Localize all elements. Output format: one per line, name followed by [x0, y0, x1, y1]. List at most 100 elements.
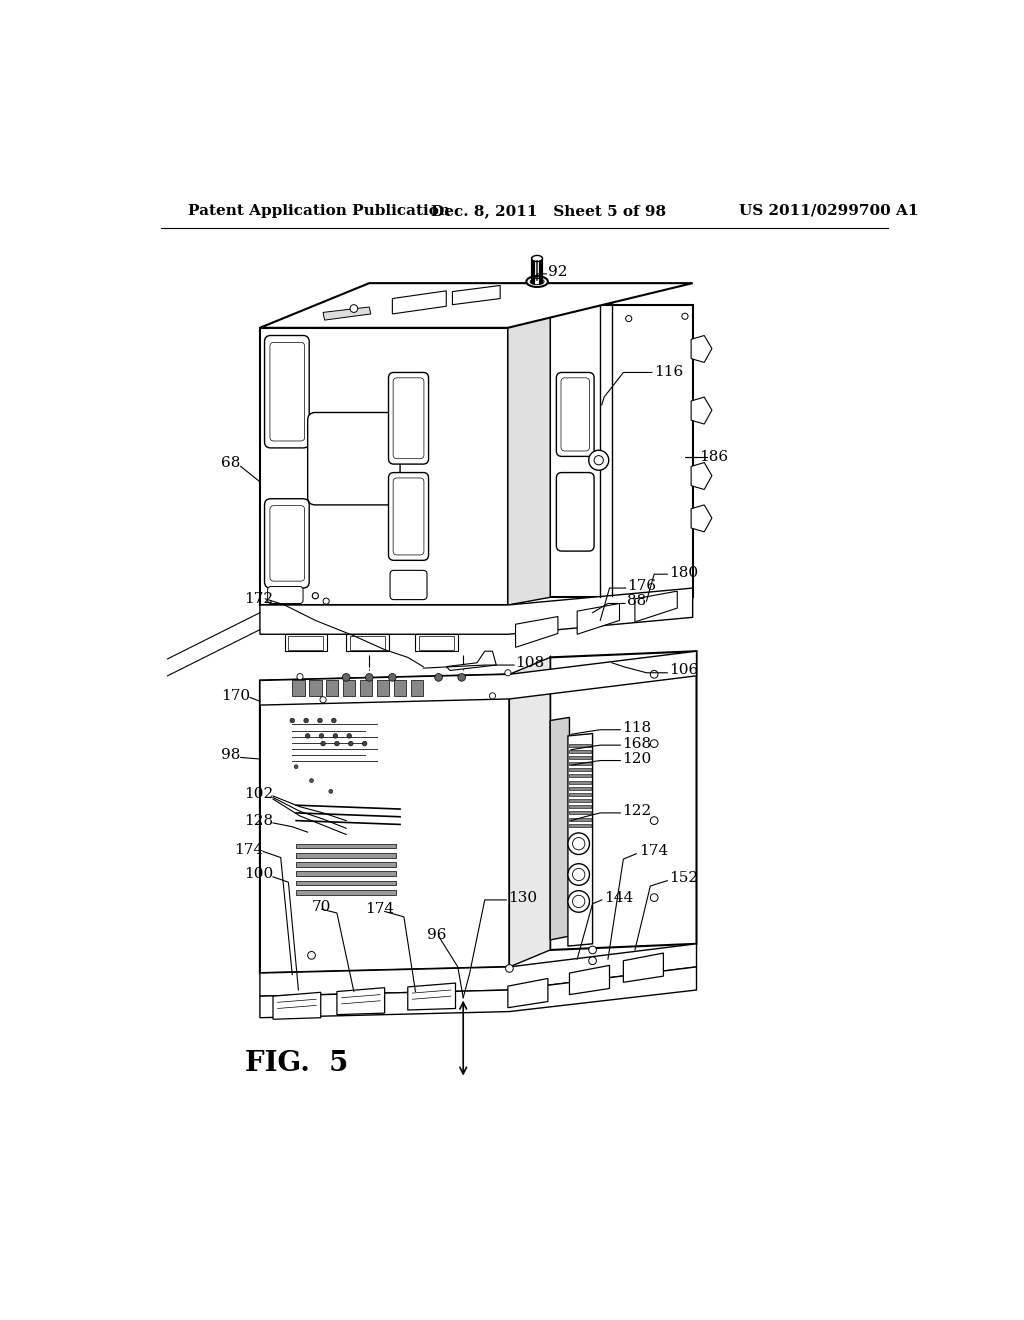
Polygon shape [453, 285, 500, 305]
Polygon shape [691, 506, 712, 532]
Circle shape [650, 817, 658, 825]
Circle shape [333, 734, 338, 738]
Circle shape [568, 833, 590, 854]
Bar [296, 862, 396, 867]
Text: 130: 130 [508, 891, 537, 904]
Circle shape [350, 305, 357, 313]
Circle shape [317, 718, 323, 723]
Polygon shape [260, 651, 696, 705]
Bar [296, 880, 396, 886]
Polygon shape [509, 657, 550, 966]
Text: 116: 116 [654, 366, 683, 379]
Circle shape [506, 965, 513, 973]
Polygon shape [392, 290, 446, 314]
Circle shape [568, 891, 590, 912]
Text: 106: 106 [670, 664, 698, 677]
Bar [569, 805, 591, 808]
Polygon shape [323, 308, 371, 321]
Ellipse shape [531, 256, 543, 261]
Text: 180: 180 [670, 566, 698, 579]
Polygon shape [635, 591, 677, 622]
Bar [296, 871, 396, 876]
Circle shape [568, 863, 590, 886]
FancyBboxPatch shape [307, 412, 400, 506]
Circle shape [312, 593, 318, 599]
Bar [569, 762, 591, 766]
Text: 186: 186 [698, 450, 728, 465]
Circle shape [348, 742, 353, 746]
Polygon shape [285, 635, 327, 651]
Polygon shape [260, 327, 508, 605]
Text: 100: 100 [245, 867, 273, 882]
Bar [296, 853, 396, 858]
Polygon shape [260, 675, 509, 973]
Polygon shape [508, 305, 550, 605]
FancyBboxPatch shape [267, 586, 303, 603]
Bar [377, 681, 389, 696]
Circle shape [589, 450, 608, 470]
Bar [411, 681, 423, 696]
Text: 122: 122 [622, 804, 651, 818]
FancyBboxPatch shape [390, 570, 427, 599]
Text: 118: 118 [622, 721, 651, 735]
Circle shape [489, 693, 496, 700]
FancyBboxPatch shape [264, 499, 309, 589]
Bar [309, 681, 322, 696]
Circle shape [323, 598, 330, 605]
Circle shape [458, 673, 466, 681]
Bar [360, 681, 373, 696]
Text: 120: 120 [622, 752, 651, 766]
Circle shape [304, 718, 308, 723]
Polygon shape [569, 965, 609, 995]
Bar [326, 681, 339, 696]
Polygon shape [568, 734, 593, 946]
Circle shape [650, 894, 658, 902]
Circle shape [362, 742, 367, 746]
FancyBboxPatch shape [388, 473, 429, 560]
Text: 128: 128 [245, 813, 273, 828]
Text: US 2011/0299700 A1: US 2011/0299700 A1 [739, 203, 919, 218]
Text: 176: 176 [628, 578, 656, 593]
Circle shape [332, 718, 336, 723]
Circle shape [650, 671, 658, 678]
Polygon shape [691, 335, 712, 363]
Circle shape [305, 734, 310, 738]
Polygon shape [508, 978, 548, 1007]
Polygon shape [691, 397, 712, 424]
Text: 102: 102 [245, 787, 273, 801]
Text: 172: 172 [245, 591, 273, 606]
Text: 152: 152 [670, 871, 698, 886]
FancyBboxPatch shape [264, 335, 309, 447]
Bar [569, 775, 591, 777]
Bar [569, 780, 591, 784]
Circle shape [347, 734, 351, 738]
Text: Dec. 8, 2011   Sheet 5 of 98: Dec. 8, 2011 Sheet 5 of 98 [431, 203, 666, 218]
Polygon shape [260, 944, 696, 997]
Text: 174: 174 [234, 843, 263, 857]
Bar [569, 756, 591, 759]
Text: 108: 108 [515, 656, 545, 669]
Bar [569, 812, 591, 814]
Circle shape [589, 946, 596, 954]
Circle shape [329, 789, 333, 793]
Bar [569, 750, 591, 752]
Circle shape [650, 739, 658, 747]
Circle shape [319, 697, 326, 702]
Text: 174: 174 [639, 845, 668, 858]
Polygon shape [550, 305, 692, 597]
Text: Patent Application Publication: Patent Application Publication [188, 203, 451, 218]
Circle shape [366, 673, 373, 681]
FancyBboxPatch shape [388, 372, 429, 465]
Ellipse shape [526, 276, 548, 286]
Polygon shape [578, 603, 620, 635]
Polygon shape [337, 987, 385, 1015]
Circle shape [505, 669, 511, 676]
Circle shape [321, 742, 326, 746]
Circle shape [388, 673, 396, 681]
Text: 98: 98 [221, 748, 241, 762]
Polygon shape [346, 635, 388, 651]
FancyBboxPatch shape [556, 473, 594, 552]
Circle shape [307, 952, 315, 960]
Text: 92: 92 [548, 265, 567, 280]
Polygon shape [408, 983, 456, 1010]
